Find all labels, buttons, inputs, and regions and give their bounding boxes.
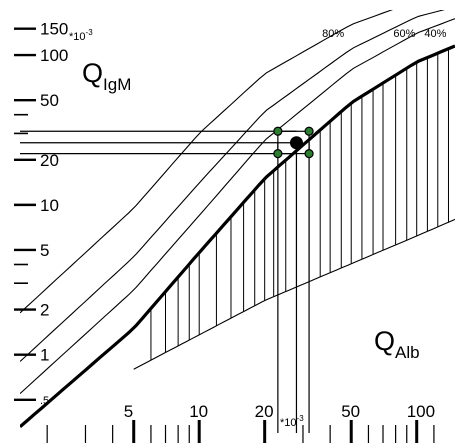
y-tick-label: 150 [40, 20, 68, 39]
y-tick-label: 50 [40, 91, 59, 110]
y-tick-label: 20 [40, 151, 59, 170]
y-tick-label: 10 [40, 196, 59, 215]
series-line-80pct [20, 10, 394, 314]
error-corner-point [304, 148, 314, 159]
label-layer: 150 100 50 20 10 5 2 1 .5 5 10 20 50 100 80% 60% 40% [40, 20, 447, 421]
marker-layer [20, 126, 314, 433]
x-tick-label: 50 [341, 402, 360, 421]
error-corner-point [273, 126, 283, 136]
series-label: 80% [322, 28, 344, 40]
y-tick-label: 2 [40, 301, 49, 320]
y-multiplier: *10-3 [69, 28, 93, 43]
error-corner-point [273, 148, 283, 159]
axis-layer [14, 27, 435, 443]
error-corner-point [304, 126, 314, 136]
hatch-layer [150, 48, 449, 361]
x-axis-title: QAlb [374, 326, 420, 362]
series-line-40pct [20, 18, 455, 395]
series-line-ref-3 [20, 44, 455, 429]
x-tick-label: 5 [124, 402, 133, 421]
series-line-60pct [20, 10, 445, 362]
y-tick-label: 5 [40, 241, 49, 260]
x-multiplier: *10-3 [280, 414, 304, 429]
x-tick-label: 20 [255, 402, 274, 421]
y-tick-label: 100 [40, 46, 68, 65]
series-label: 60% [393, 28, 415, 40]
curve-layer [20, 10, 455, 429]
patient-point [289, 136, 303, 150]
y-axis-title: QIgM [82, 58, 131, 94]
series-label: 40% [424, 28, 446, 40]
series-line-ref-4 [133, 218, 455, 370]
y-tick-label: .5 [40, 395, 49, 407]
x-tick-label: 10 [189, 402, 208, 421]
x-tick-label: 100 [407, 402, 435, 421]
y-tick-label: 1 [40, 346, 49, 365]
